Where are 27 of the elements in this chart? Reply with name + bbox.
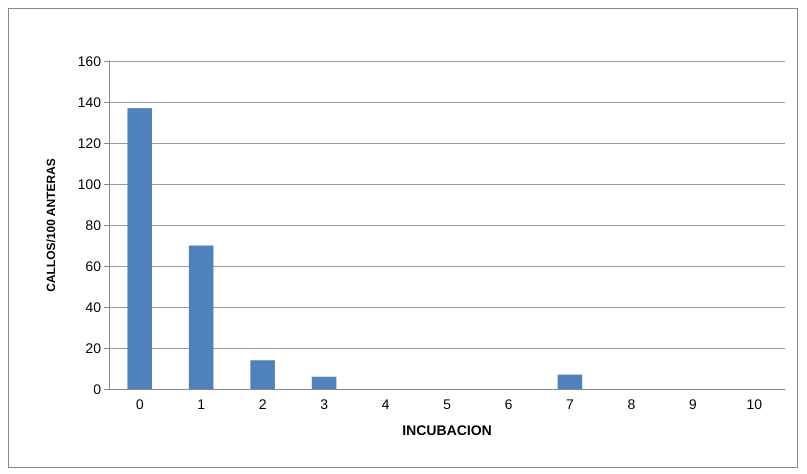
x-tick-label: 6 [504, 396, 513, 412]
x-tick-label: 10 [746, 396, 762, 412]
x-tick-label: 8 [627, 396, 636, 412]
bar [250, 360, 275, 389]
y-tick-label: 160 [78, 53, 102, 69]
y-tick-label: 0 [93, 381, 102, 397]
x-tick-label: 1 [197, 396, 206, 412]
x-tick-label: 7 [566, 396, 574, 412]
x-axis-title: INCUBACION [402, 422, 492, 438]
x-tick-label: 0 [136, 396, 144, 412]
bar [558, 374, 582, 389]
bar [312, 376, 336, 389]
y-tick-label: 20 [85, 340, 102, 356]
x-tick-label: 2 [258, 396, 267, 412]
y-tick-label: 60 [85, 258, 102, 274]
y-axis-title: CALLOS/100 ANTERAS [44, 158, 58, 292]
x-tick-label: 9 [688, 396, 697, 412]
y-tick-label: 120 [78, 135, 102, 151]
x-tick-label: 5 [443, 396, 452, 412]
y-tick-label: 140 [78, 94, 102, 110]
y-tick-label: 40 [85, 299, 102, 315]
x-tick-label: 3 [320, 396, 328, 412]
y-tick-label: 80 [85, 217, 102, 233]
bar [127, 108, 152, 389]
bar [188, 246, 214, 389]
x-tick-label: 4 [382, 396, 390, 412]
y-tick-label: 100 [78, 176, 102, 192]
